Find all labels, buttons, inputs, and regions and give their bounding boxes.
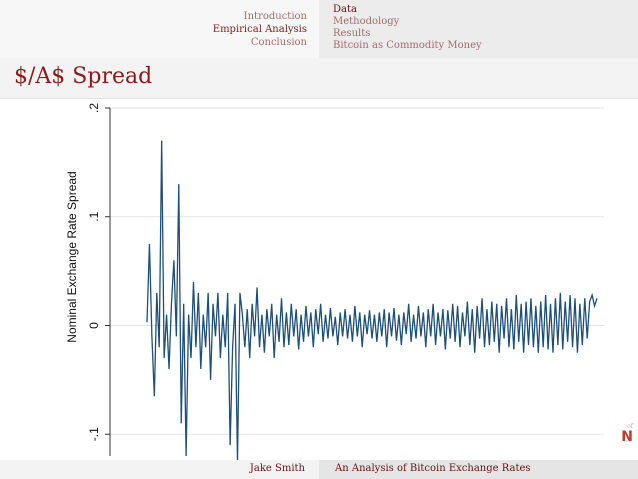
y-tick-label: .1 (87, 211, 101, 221)
university-logo: of N (619, 423, 633, 445)
nav-subsection-methodology[interactable]: Methodology (333, 16, 400, 27)
y-axis-label: Nominal Exchange Rate Spread (65, 171, 79, 342)
grid-layer (110, 107, 604, 435)
header-bar: Introduction Empirical Analysis Conclusi… (0, 0, 638, 58)
footer-left: Jake Smith (0, 460, 319, 479)
logo-letter: N (621, 429, 633, 445)
nav-section-conclusion[interactable]: Conclusion (250, 37, 307, 48)
section-nav: Introduction Empirical Analysis Conclusi… (0, 0, 319, 58)
spread-chart: -.1 0 .1 .2 Nominal Exchange Rate Spread (0, 98, 638, 462)
nav-section-empirical-analysis[interactable]: Empirical Analysis (212, 24, 307, 35)
nav-section-introduction[interactable]: Introduction (243, 11, 307, 22)
slide-title-bar: $/A$ Spread (0, 58, 638, 99)
tick-layer: -.1 0 .1 .2 (87, 103, 110, 441)
logo-small-text: of (627, 423, 633, 430)
slide-title: $/A$ Spread (14, 64, 153, 89)
nav-subsection-data[interactable]: Data (333, 4, 357, 15)
nav-subsection-results[interactable]: Results (333, 28, 371, 39)
series-line (146, 140, 598, 462)
y-tick-label: -.1 (87, 427, 101, 441)
chart-svg: -.1 0 .1 .2 Nominal Exchange Rate Spread (65, 103, 604, 462)
footer-right: An Analysis of Bitcoin Exchange Rates (319, 460, 638, 479)
y-tick-label: 0 (87, 322, 101, 329)
nav-subsection-commodity-money[interactable]: Bitcoin as Commodity Money (333, 40, 482, 51)
footer-author: Jake Smith (249, 463, 305, 474)
subsection-nav: Data Methodology Results Bitcoin as Comm… (319, 0, 638, 58)
y-tick-label: .2 (87, 103, 101, 113)
footer-bar: Jake Smith An Analysis of Bitcoin Exchan… (0, 460, 638, 479)
footer-presentation-title: An Analysis of Bitcoin Exchange Rates (335, 463, 531, 474)
